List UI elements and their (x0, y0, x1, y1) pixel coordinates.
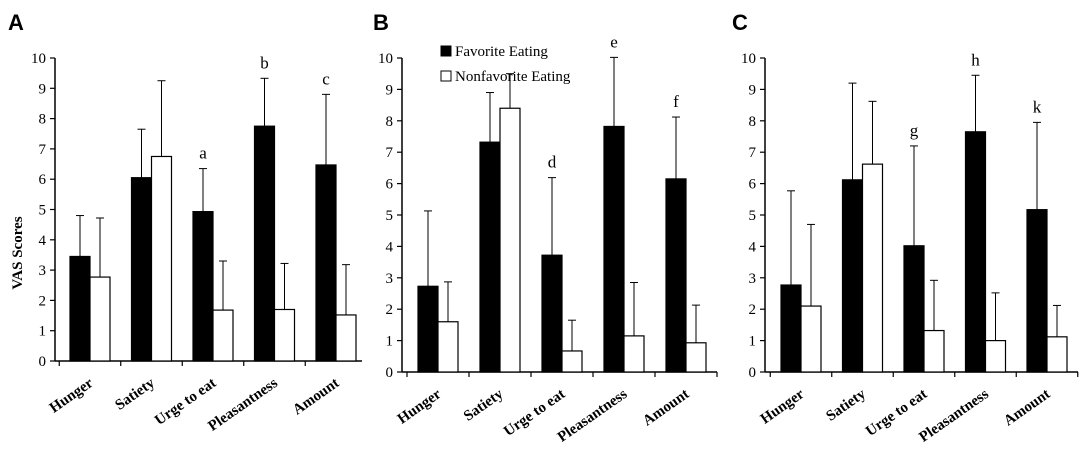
significance-label: k (1033, 97, 1042, 116)
y-tick-label: 0 (39, 354, 47, 370)
legend-label-nonfavorite: Nonfavorite Eating (455, 69, 571, 85)
bar-nonfavorite (499, 107, 521, 373)
significance-label: h (971, 50, 980, 69)
significance-label: e (610, 32, 618, 51)
bar-nonfavorite (437, 321, 459, 373)
bar-nonfavorite (273, 308, 296, 362)
bar-favorite (603, 125, 625, 373)
y-tick-label: 5 (39, 203, 47, 219)
y-tick-label: 8 (749, 114, 757, 130)
legend: Favorite Eating Nonfavorite Eating (440, 44, 571, 85)
y-tick-label: 6 (386, 177, 394, 193)
bar-favorite (192, 211, 214, 362)
bar-favorite (417, 285, 439, 373)
bar-favorite (130, 177, 153, 362)
x-tick-label: Pleasantness (205, 375, 281, 435)
bar-favorite (479, 141, 501, 373)
panel-letter-a: A (8, 10, 24, 35)
bar-nonfavorite (861, 163, 884, 373)
bar-favorite (665, 178, 687, 373)
panel-letter-c: C (732, 10, 748, 35)
y-tick-label: 9 (39, 81, 47, 97)
bar-nonfavorite (800, 305, 822, 373)
y-tick-label: 10 (31, 51, 46, 67)
y-tick-label: 4 (39, 233, 47, 249)
y-tick-label: 0 (386, 365, 394, 381)
y-tick-label: 2 (39, 293, 47, 309)
y-tick-label: 7 (749, 145, 757, 161)
x-tick-label: Satiety (461, 386, 507, 425)
x-tick-label: Hunger (395, 386, 445, 428)
y-tick-label: 4 (386, 239, 394, 255)
x-tick-label: Pleasantness (916, 386, 992, 446)
legend-swatch-nonfavorite (440, 70, 452, 82)
bar-favorite (253, 125, 276, 362)
legend-label-favorite: Favorite Eating (455, 44, 548, 60)
significance-label: c (322, 69, 330, 88)
y-tick-label: 3 (386, 271, 394, 287)
y-tick-label: 9 (386, 82, 394, 98)
bar-favorite (903, 245, 925, 373)
y-tick-label: 8 (386, 114, 394, 130)
y-tick-label: 10 (741, 51, 756, 67)
x-tick-label: Amount (290, 375, 342, 418)
bar-nonfavorite (984, 340, 1007, 373)
x-tick-label: Amount (1001, 386, 1053, 429)
bar-favorite (841, 179, 864, 373)
bar-nonfavorite (1046, 336, 1068, 373)
bar-nonfavorite (335, 314, 357, 362)
significance-label: b (260, 53, 269, 72)
legend-swatch-favorite (440, 45, 452, 57)
x-tick-label: Hunger (758, 386, 808, 428)
y-tick-label: 5 (386, 208, 394, 224)
x-tick-label: Satiety (112, 375, 158, 414)
y-tick-label: 7 (386, 145, 394, 161)
y-tick-label: 8 (39, 112, 47, 128)
y-tick-label: 7 (39, 142, 47, 158)
bar-favorite (541, 254, 563, 373)
bar-nonfavorite (623, 335, 645, 373)
y-tick-label: 1 (749, 334, 757, 350)
bar-nonfavorite (150, 155, 173, 362)
significance-label: a (199, 144, 207, 163)
significance-label: f (673, 92, 679, 111)
y-tick-label: 2 (749, 302, 757, 318)
y-tick-label: 10 (378, 51, 393, 67)
bar-nonfavorite (685, 342, 707, 373)
bar-nonfavorite (561, 350, 583, 373)
panel-b: B Favorite Eating Nonfavorite Eating 0 1 2… (373, 10, 718, 446)
y-tick-label: 1 (386, 334, 394, 350)
bar-favorite (1026, 209, 1048, 373)
y-tick-label: 3 (39, 263, 47, 279)
bar-favorite (780, 284, 802, 373)
y-tick-label: 2 (386, 302, 394, 318)
y-tick-label: 3 (749, 271, 757, 287)
x-tick-label: Pleasantness (555, 386, 631, 446)
bar-favorite (964, 131, 987, 373)
bar-nonfavorite (923, 329, 945, 373)
panel-letter-b: B (373, 10, 389, 35)
x-tick-label: Satiety (823, 386, 869, 425)
significance-label: g (910, 121, 919, 140)
bar-nonfavorite (89, 276, 111, 362)
bar-favorite (69, 255, 91, 362)
y-tick-label: 6 (39, 172, 47, 188)
x-tick-label: Hunger (47, 375, 97, 417)
bar-nonfavorite (212, 309, 234, 362)
y-axis-label: VAS Scores (10, 216, 26, 289)
bar-favorite (315, 164, 337, 362)
significance-label: d (548, 153, 557, 172)
y-tick-label: 9 (749, 82, 757, 98)
y-tick-label: 6 (749, 177, 757, 193)
x-tick-label: Amount (640, 386, 692, 429)
y-tick-label: 5 (749, 208, 757, 224)
y-tick-label: 0 (749, 365, 757, 381)
y-tick-label: 4 (749, 239, 757, 255)
y-tick-label: 1 (39, 324, 47, 340)
